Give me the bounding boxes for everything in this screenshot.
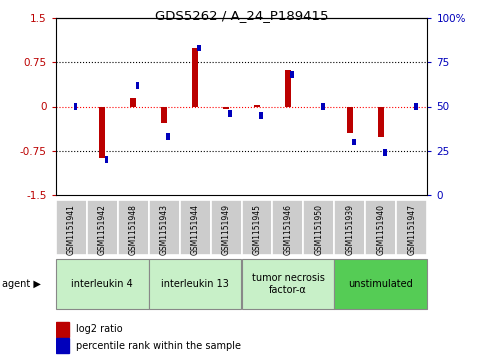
Bar <box>272 200 303 255</box>
Text: GDS5262 / A_24_P189415: GDS5262 / A_24_P189415 <box>155 9 328 22</box>
Text: GSM1151939: GSM1151939 <box>345 204 355 256</box>
Text: tumor necrosis
factor-α: tumor necrosis factor-α <box>252 273 325 295</box>
Text: unstimulated: unstimulated <box>349 279 413 289</box>
Bar <box>322 103 325 110</box>
Bar <box>161 106 167 123</box>
Bar <box>384 149 387 156</box>
Text: log2 ratio: log2 ratio <box>76 324 123 334</box>
Bar <box>104 156 108 163</box>
Bar <box>99 106 105 158</box>
Text: percentile rank within the sample: percentile rank within the sample <box>76 341 241 351</box>
Bar <box>73 103 77 110</box>
Bar <box>254 105 260 106</box>
Bar <box>56 322 69 337</box>
Bar <box>180 200 211 255</box>
Bar <box>353 139 356 145</box>
Bar <box>285 70 291 106</box>
Bar <box>366 200 397 255</box>
Text: GSM1151941: GSM1151941 <box>67 204 75 255</box>
Text: GSM1151947: GSM1151947 <box>408 204 416 256</box>
Bar <box>347 106 353 133</box>
Bar <box>414 103 418 110</box>
Bar <box>56 200 86 255</box>
Bar <box>228 110 232 117</box>
Text: interleukin 13: interleukin 13 <box>161 279 229 289</box>
Bar <box>86 200 117 255</box>
Bar <box>130 98 136 106</box>
Text: GSM1151943: GSM1151943 <box>159 204 169 256</box>
Bar <box>259 112 263 119</box>
Bar <box>223 106 229 110</box>
Bar <box>117 200 149 255</box>
Bar <box>167 133 170 140</box>
Bar <box>149 200 180 255</box>
Bar <box>397 200 427 255</box>
Bar <box>303 200 334 255</box>
Bar <box>198 45 201 51</box>
Text: GSM1151945: GSM1151945 <box>253 204 261 256</box>
Bar <box>334 259 427 309</box>
Text: GSM1151946: GSM1151946 <box>284 204 293 256</box>
Bar <box>334 200 366 255</box>
Bar <box>242 200 272 255</box>
Bar <box>56 338 69 353</box>
Text: interleukin 4: interleukin 4 <box>71 279 133 289</box>
Text: GSM1151940: GSM1151940 <box>376 204 385 256</box>
Bar <box>56 259 149 309</box>
Text: GSM1151948: GSM1151948 <box>128 204 138 255</box>
Bar <box>136 82 139 89</box>
Text: GSM1151950: GSM1151950 <box>314 204 324 256</box>
Text: GSM1151949: GSM1151949 <box>222 204 230 256</box>
Bar <box>242 259 334 309</box>
Bar <box>378 106 384 137</box>
Bar <box>149 259 242 309</box>
Bar <box>211 200 242 255</box>
Text: GSM1151942: GSM1151942 <box>98 204 107 255</box>
Text: agent ▶: agent ▶ <box>2 279 41 289</box>
Bar <box>192 48 198 106</box>
Bar <box>290 72 294 78</box>
Text: GSM1151944: GSM1151944 <box>190 204 199 256</box>
